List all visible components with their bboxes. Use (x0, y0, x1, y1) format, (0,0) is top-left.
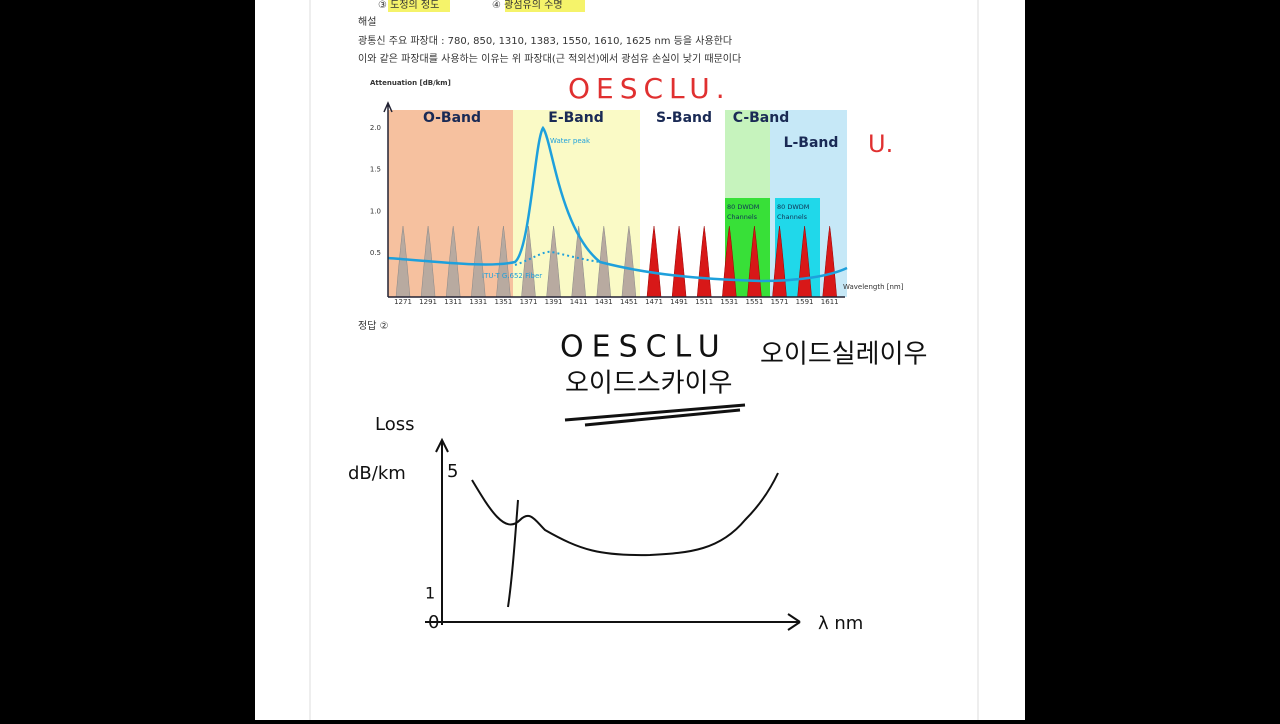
attenuation-curve (387, 125, 848, 283)
band-label: L-Band (784, 135, 839, 151)
handwriting: Loss (375, 414, 414, 435)
band-label: S-Band (656, 110, 712, 126)
answer: 정답 ② (358, 320, 389, 332)
x-tick-label: 1431 (595, 298, 613, 306)
x-tick-label: 1551 (745, 298, 763, 306)
highlight (505, 0, 585, 12)
y-tick-label: 1.5 (370, 166, 381, 174)
channel-peak (571, 225, 586, 298)
x-tick-label: 1511 (695, 298, 713, 306)
x-tick-label: 1371 (520, 298, 538, 306)
sketch-curve (471, 472, 779, 608)
x-tick-label: 1571 (771, 298, 789, 306)
y-axis-label: Attenuation [dB/km] (370, 79, 451, 87)
x-tick-label: 1471 (645, 298, 663, 306)
annotation: ITU-T G.652 Fiber (482, 272, 542, 280)
x-tick-label: 1411 (570, 298, 588, 306)
channel-peak (747, 225, 762, 298)
underline (564, 403, 746, 427)
text-line: 이와 같은 파장대를 사용하는 이유는 위 파장대(근 적외선)에서 광섬유 손… (358, 52, 741, 65)
x-tick-label: 1611 (821, 298, 839, 306)
highlight (388, 0, 450, 12)
band-label: C-Band (733, 110, 790, 126)
channel-peak (822, 225, 837, 298)
channel-peak (445, 225, 461, 298)
x-tick-label: 1531 (720, 298, 738, 306)
x-tick-label: 1311 (444, 298, 462, 306)
handwriting: 오이드실레이우 (760, 340, 927, 370)
channel-peak (521, 225, 536, 298)
x-tick-label: 1591 (796, 298, 814, 306)
y-tick-label: 1.0 (370, 207, 381, 215)
sketch-axes (425, 437, 801, 631)
channel-label-part: Channels (777, 213, 808, 221)
handwriting: 오이드스카이우 (565, 369, 732, 399)
text-line: 광통신 주요 파장대 : 780, 850, 1310, 1383, 1550,… (358, 35, 732, 47)
band-label: E-Band (548, 110, 603, 126)
channel-peak (496, 225, 511, 298)
x-tick-label: 1491 (670, 298, 688, 306)
section-label: 해설 (358, 15, 376, 28)
handwriting: 1 (425, 584, 435, 603)
handwriting: 0 (428, 612, 439, 633)
x-tick-label: 1451 (620, 298, 638, 306)
x-tick-label: 1351 (494, 298, 512, 306)
handwriting: OESCLU (560, 330, 728, 365)
annotation: Water peak (550, 137, 591, 145)
channel-label-part: 80 DWDM (777, 203, 809, 211)
g652-curve (514, 250, 601, 266)
channel-label: 80 DWDM Channels (727, 203, 759, 221)
x-tick-label: 1331 (469, 298, 487, 306)
handwriting: U. (868, 130, 893, 158)
channel-label-part: Channels (727, 213, 758, 221)
x-tick-label: 1291 (419, 298, 437, 306)
channel-peak (596, 225, 612, 298)
channel-peak (395, 225, 411, 298)
handwriting: dB/km (348, 463, 406, 484)
handwriting: OESCLU. (568, 72, 731, 105)
option: ④ 광섬유의 수명 (492, 0, 563, 11)
channel-peak (646, 225, 662, 298)
x-axis-label: Wavelength [nm] (843, 283, 904, 291)
handwriting: 5 (447, 461, 458, 482)
option: ③ 도청의 정도 (378, 0, 439, 11)
y-tick-label: 2.0 (370, 124, 381, 132)
handwriting: λ nm (818, 613, 863, 634)
channel-label-part: 80 DWDM (727, 203, 759, 211)
band-label: O-Band (423, 110, 481, 126)
figure: Attenuation [dB/km] Wavelength [nm] 1271… (370, 79, 904, 306)
channel-peak (546, 225, 561, 298)
channel-peak (621, 225, 637, 298)
axes (383, 101, 845, 298)
sketch: Loss dB/km 5 1 0 λ nm (348, 414, 863, 634)
x-tick-label: 1271 (394, 298, 412, 306)
x-tick-label: 1391 (545, 298, 563, 306)
y-tick-label: 0.5 (370, 249, 381, 257)
channel-label: 80 DWDM Channels (777, 203, 809, 221)
